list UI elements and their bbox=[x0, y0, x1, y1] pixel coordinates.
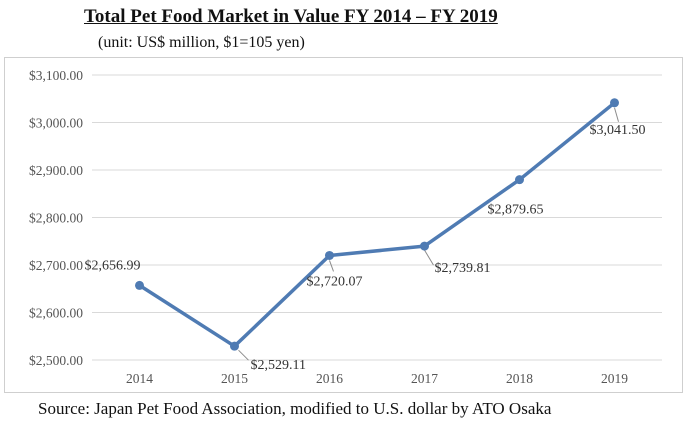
data-label-leader bbox=[329, 260, 334, 272]
data-point bbox=[230, 341, 239, 351]
y-tick-label: $2,800.00 bbox=[29, 211, 83, 226]
data-label: $2,720.07 bbox=[307, 274, 363, 289]
chart-subtitle: (unit: US$ million, $1=105 yen) bbox=[98, 34, 305, 51]
data-label: $3,041.50 bbox=[590, 123, 646, 138]
x-tick-label: 2014 bbox=[126, 371, 153, 386]
data-point bbox=[420, 241, 429, 251]
y-tick-label: $2,500.00 bbox=[29, 353, 83, 368]
source-note: Source: Japan Pet Food Association, modi… bbox=[38, 399, 552, 418]
x-tick-label: 2016 bbox=[316, 371, 343, 386]
data-point bbox=[325, 250, 334, 260]
y-tick-label: $3,100.00 bbox=[29, 68, 83, 83]
x-tick-label: 2015 bbox=[221, 371, 248, 386]
data-point bbox=[135, 280, 144, 290]
data-label-leader bbox=[238, 349, 249, 361]
data-label: $2,529.11 bbox=[251, 358, 306, 373]
data-label: $2,879.65 bbox=[488, 203, 544, 218]
data-label: $2,656.99 bbox=[85, 258, 141, 273]
data-label-leader bbox=[424, 249, 434, 266]
y-tick-label: $2,700.00 bbox=[29, 258, 83, 273]
x-tick-label: 2019 bbox=[601, 371, 628, 386]
x-tick-label: 2018 bbox=[506, 371, 533, 386]
data-point bbox=[610, 98, 619, 108]
data-label-leader bbox=[614, 107, 619, 122]
series-line bbox=[137, 101, 617, 348]
x-tick-label: 2017 bbox=[411, 371, 438, 386]
data-point bbox=[515, 175, 524, 185]
chart-title: Total Pet Food Market in Value FY 2014 –… bbox=[84, 6, 498, 27]
y-tick-label: $3,000.00 bbox=[29, 116, 83, 131]
y-tick-label: $2,900.00 bbox=[29, 163, 83, 178]
data-label: $2,739.81 bbox=[435, 261, 491, 276]
chart-frame bbox=[4, 57, 683, 393]
y-tick-label: $2,600.00 bbox=[29, 306, 83, 321]
